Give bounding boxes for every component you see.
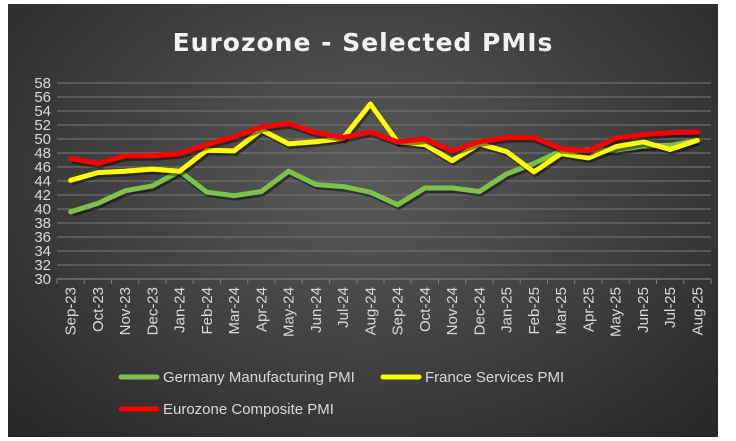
x-tick-label: Jan-25 bbox=[499, 287, 516, 333]
x-tick-label: Sep-24 bbox=[390, 287, 407, 335]
legend-item: France Services PMI bbox=[380, 369, 564, 386]
x-tick-label: Oct-24 bbox=[417, 287, 434, 332]
y-tick-label: 54 bbox=[34, 103, 51, 120]
x-tick-label: Mar-24 bbox=[226, 287, 243, 335]
y-tick-label: 46 bbox=[34, 159, 51, 176]
legend-item: Germany Manufacturing PMI bbox=[118, 369, 355, 386]
x-tick-label: Mar-25 bbox=[553, 287, 570, 335]
x-axis: Sep-23 Oct-23 Nov-23 Dec-23 Jan-24 Feb-24 Mar-… bbox=[56, 278, 712, 337]
x-tick-label: Apr-24 bbox=[253, 287, 270, 332]
x-tick-label: Sep-23 bbox=[63, 287, 80, 335]
y-tick-label: 38 bbox=[34, 215, 51, 232]
series-line-france-services-pmi bbox=[68, 101, 700, 183]
x-tick-label: Nov-23 bbox=[117, 287, 134, 335]
x-tick-label: May-24 bbox=[281, 287, 298, 337]
x-tick-label: Feb-24 bbox=[199, 287, 216, 335]
y-tick-label: 58 bbox=[34, 75, 51, 92]
x-tick-label: Aug-24 bbox=[362, 287, 379, 335]
y-tick-label: 56 bbox=[34, 89, 51, 106]
x-tick-label: Feb-25 bbox=[526, 287, 543, 335]
x-tick-label: Jun-24 bbox=[308, 287, 325, 333]
x-tick-label: Jun-25 bbox=[635, 287, 652, 333]
y-tick-label: 34 bbox=[34, 243, 51, 260]
y-tick-label: 48 bbox=[34, 145, 51, 162]
y-tick-label: 50 bbox=[34, 131, 51, 148]
x-tick-label: Oct-23 bbox=[90, 287, 107, 332]
x-tick-label: Nov-24 bbox=[444, 287, 461, 335]
x-tick-label: Apr-25 bbox=[580, 287, 597, 332]
series-line-eurozone-composite-pmi bbox=[68, 121, 700, 166]
legend-label: Germany Manufacturing PMI bbox=[163, 369, 355, 386]
x-tick-label: Dec-23 bbox=[144, 287, 161, 335]
gridlines bbox=[57, 82, 711, 266]
legend-label: France Services PMI bbox=[425, 369, 564, 386]
series-lines bbox=[68, 101, 700, 217]
x-tick-label: May-25 bbox=[608, 287, 625, 337]
y-tick-label: 40 bbox=[34, 201, 51, 218]
chart-title: Eurozone - Selected PMIs bbox=[173, 28, 554, 57]
line-chart: Eurozone - Selected PMIs 303234363840424… bbox=[34, 28, 712, 418]
x-tick-label: Jan-24 bbox=[172, 287, 189, 333]
legend-label: Eurozone Composite PMI bbox=[163, 401, 334, 418]
x-tick-label: Aug-25 bbox=[689, 287, 706, 335]
legend-item: Eurozone Composite PMI bbox=[118, 401, 334, 418]
x-tick-label: Dec-24 bbox=[471, 287, 488, 335]
y-tick-label: 44 bbox=[34, 173, 51, 190]
legend: Germany Manufacturing PMI France Services… bbox=[118, 369, 564, 418]
y-tick-label: 30 bbox=[34, 271, 51, 288]
x-tick-label: Jul-24 bbox=[335, 287, 352, 328]
y-tick-label: 36 bbox=[34, 229, 51, 246]
y-tick-label: 32 bbox=[34, 257, 51, 274]
x-tick-label: Jul-25 bbox=[662, 287, 679, 328]
y-tick-label: 52 bbox=[34, 117, 51, 134]
y-tick-label: 42 bbox=[34, 187, 51, 204]
chart-area: Eurozone - Selected PMIs 30 32 34 36 38 40 42 4… bbox=[8, 4, 718, 437]
